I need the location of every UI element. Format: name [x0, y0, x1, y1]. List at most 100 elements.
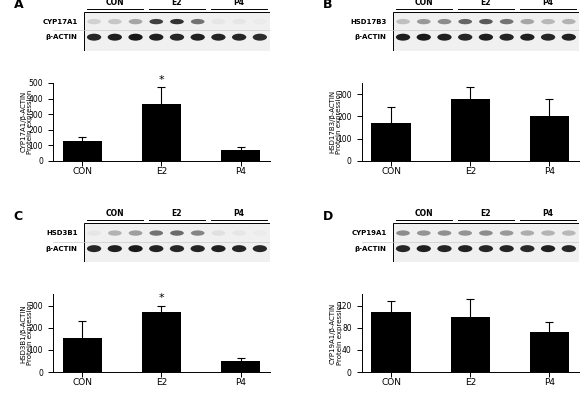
- Bar: [63, 338, 102, 372]
- Text: A: A: [13, 0, 23, 11]
- Ellipse shape: [212, 230, 225, 236]
- Ellipse shape: [87, 34, 101, 41]
- Text: P4: P4: [233, 209, 245, 218]
- Ellipse shape: [438, 245, 452, 252]
- Ellipse shape: [417, 34, 431, 41]
- Ellipse shape: [459, 19, 472, 24]
- Text: P4: P4: [542, 209, 553, 218]
- Ellipse shape: [562, 19, 576, 24]
- Ellipse shape: [149, 230, 163, 236]
- Ellipse shape: [170, 19, 184, 24]
- Ellipse shape: [396, 230, 410, 236]
- Text: D: D: [322, 210, 333, 223]
- Text: CON: CON: [105, 209, 124, 218]
- Text: B: B: [322, 0, 332, 11]
- Ellipse shape: [520, 245, 535, 252]
- Bar: [84, 12, 270, 51]
- Bar: [450, 317, 490, 372]
- Bar: [393, 223, 579, 262]
- Ellipse shape: [129, 19, 142, 24]
- Y-axis label: HSD3B1/β-ACTIN
Protein expression: HSD3B1/β-ACTIN Protein expression: [20, 301, 33, 366]
- Ellipse shape: [170, 245, 184, 252]
- Ellipse shape: [253, 230, 267, 236]
- Text: E2: E2: [481, 0, 491, 6]
- Ellipse shape: [438, 34, 452, 41]
- Ellipse shape: [438, 230, 451, 236]
- Ellipse shape: [108, 230, 122, 236]
- Ellipse shape: [191, 34, 205, 41]
- Bar: [450, 99, 490, 161]
- Ellipse shape: [396, 34, 410, 41]
- Text: β-ACTIN: β-ACTIN: [355, 246, 387, 251]
- Text: E2: E2: [481, 209, 491, 218]
- Ellipse shape: [479, 34, 493, 41]
- Ellipse shape: [253, 19, 267, 24]
- Ellipse shape: [232, 230, 246, 236]
- Ellipse shape: [500, 245, 514, 252]
- Bar: [529, 332, 569, 372]
- Ellipse shape: [191, 230, 205, 236]
- Text: HSD3B1: HSD3B1: [46, 230, 78, 236]
- Ellipse shape: [87, 245, 101, 252]
- Ellipse shape: [417, 230, 431, 236]
- Text: HSD17B3: HSD17B3: [350, 19, 387, 25]
- Ellipse shape: [562, 230, 576, 236]
- Text: *: *: [159, 75, 164, 85]
- Ellipse shape: [459, 230, 472, 236]
- Ellipse shape: [170, 230, 184, 236]
- Ellipse shape: [128, 245, 143, 252]
- Ellipse shape: [520, 34, 535, 41]
- Text: β-ACTIN: β-ACTIN: [46, 34, 78, 40]
- Text: P4: P4: [542, 0, 553, 6]
- Ellipse shape: [541, 19, 555, 24]
- Ellipse shape: [417, 245, 431, 252]
- Ellipse shape: [562, 245, 576, 252]
- Text: CON: CON: [414, 209, 433, 218]
- Ellipse shape: [396, 19, 410, 24]
- Bar: [529, 116, 569, 161]
- Ellipse shape: [479, 230, 493, 236]
- Ellipse shape: [149, 245, 163, 252]
- Text: CYP19A1: CYP19A1: [351, 230, 387, 236]
- Text: E2: E2: [172, 209, 182, 218]
- Text: *: *: [159, 293, 164, 303]
- Ellipse shape: [149, 34, 163, 41]
- Ellipse shape: [211, 245, 226, 252]
- Text: E2: E2: [172, 0, 182, 6]
- Ellipse shape: [191, 245, 205, 252]
- Ellipse shape: [232, 245, 246, 252]
- Text: CON: CON: [105, 0, 124, 6]
- Y-axis label: CYP17A1/β-ACTIN
Protein expression: CYP17A1/β-ACTIN Protein expression: [20, 89, 33, 154]
- Ellipse shape: [500, 230, 514, 236]
- Bar: [371, 312, 411, 372]
- Ellipse shape: [212, 19, 225, 24]
- Ellipse shape: [128, 34, 143, 41]
- Ellipse shape: [232, 19, 246, 24]
- Bar: [393, 12, 579, 51]
- Text: C: C: [13, 210, 23, 223]
- Ellipse shape: [541, 230, 555, 236]
- Ellipse shape: [396, 245, 410, 252]
- Y-axis label: HSD17B3/β-ACTIN
Protein expression: HSD17B3/β-ACTIN Protein expression: [329, 89, 342, 154]
- Ellipse shape: [108, 34, 122, 41]
- Ellipse shape: [129, 230, 142, 236]
- Bar: [142, 105, 181, 161]
- Ellipse shape: [253, 245, 267, 252]
- Bar: [221, 150, 260, 161]
- Ellipse shape: [541, 245, 555, 252]
- Ellipse shape: [438, 19, 451, 24]
- Ellipse shape: [521, 230, 534, 236]
- Y-axis label: CYP19A1/β-ACTIN
Protein expression: CYP19A1/β-ACTIN Protein expression: [329, 301, 343, 366]
- Ellipse shape: [170, 34, 184, 41]
- Bar: [142, 312, 181, 372]
- Ellipse shape: [458, 34, 472, 41]
- Ellipse shape: [211, 34, 226, 41]
- Text: CYP17A1: CYP17A1: [42, 19, 78, 25]
- Ellipse shape: [458, 245, 472, 252]
- Ellipse shape: [191, 19, 205, 24]
- Ellipse shape: [521, 19, 534, 24]
- Ellipse shape: [541, 34, 555, 41]
- Ellipse shape: [108, 245, 122, 252]
- Bar: [63, 141, 102, 161]
- Ellipse shape: [562, 34, 576, 41]
